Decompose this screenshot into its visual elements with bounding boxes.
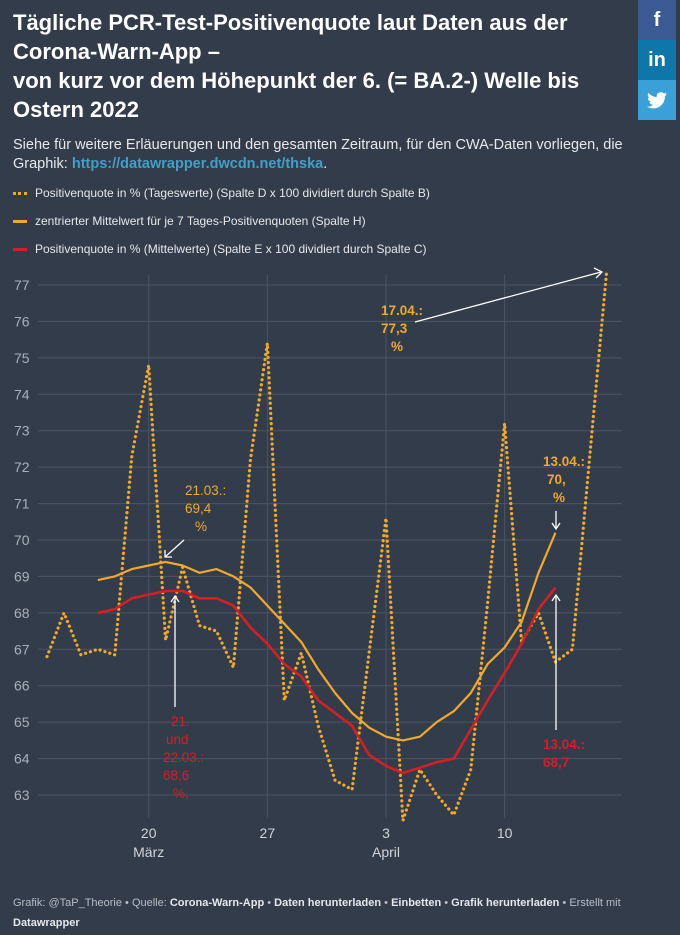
series-line-solid-yellow xyxy=(97,532,557,742)
annotation-text: %, xyxy=(173,786,189,801)
y-tick-label: 66 xyxy=(14,678,30,694)
chart-description: Siehe für weitere Erläuerungen und den g… xyxy=(13,136,653,174)
annotation-text: % xyxy=(553,490,566,505)
source-link[interactable]: Corona-Warn-App xyxy=(169,897,265,909)
annotation-text: 13.04.: xyxy=(543,737,586,752)
x-tick-label: 3 xyxy=(382,825,390,841)
linkedin-icon: in xyxy=(648,48,666,71)
legend-label: Positivenquote in % (Tageswerte) (Spalte… xyxy=(35,186,430,200)
embed-link[interactable]: Einbetten xyxy=(391,897,442,909)
yellow-line-swatch-icon xyxy=(13,219,27,223)
y-tick-label: 75 xyxy=(14,350,30,366)
facebook-share-button[interactable]: f xyxy=(638,0,676,40)
y-tick-label: 76 xyxy=(14,313,30,329)
description-suffix: . xyxy=(323,156,328,172)
y-tick-label: 69 xyxy=(14,568,30,584)
annotation-text: 68,6 xyxy=(163,768,190,783)
dotted-swatch-icon xyxy=(13,191,27,195)
annotation-arrow xyxy=(414,271,602,323)
annotation-text: 22.03.: xyxy=(163,750,205,765)
arrowhead-icon xyxy=(551,593,561,602)
series-line-dotted xyxy=(45,272,609,823)
y-tick-label: 73 xyxy=(14,423,30,439)
legend-item-mean: Positivenquote in % (Mittelwerte) (Spalt… xyxy=(13,242,427,256)
twitter-share-button[interactable] xyxy=(638,80,676,120)
annotation-21-22-03: 21. und 22.03.: 68,6 %, xyxy=(163,713,204,803)
annotation-text: 17.04.: xyxy=(381,303,424,318)
annotation-text: 21.03.: xyxy=(185,483,227,498)
legend-item-daily: Positivenquote in % (Tageswerte) (Spalte… xyxy=(13,186,430,200)
title-line: von kurz vor dem Höhepunkt der 6. (= BA.… xyxy=(13,68,580,93)
legend-label: zentrierter Mittelwert für je 7 Tages-Po… xyxy=(35,214,366,228)
facebook-icon: f xyxy=(653,8,661,31)
y-tick-label: 72 xyxy=(14,459,30,475)
y-tick-label: 68 xyxy=(14,605,30,621)
annotation-text: 70, xyxy=(547,472,566,487)
y-tick-label: 63 xyxy=(14,787,30,803)
y-tick-label: 74 xyxy=(14,386,30,402)
y-tick-label: 65 xyxy=(14,714,30,730)
legend-label: Positivenquote in % (Mittelwerte) (Spalt… xyxy=(35,242,427,256)
annotation-text: 69,4 xyxy=(185,501,212,516)
y-tick-label: 71 xyxy=(14,496,30,512)
arrowhead-icon xyxy=(170,594,180,603)
title-line: Corona-Warn-App – xyxy=(13,39,220,64)
annotation-text: % xyxy=(391,339,404,354)
created-with-text: • Erstellt mit xyxy=(559,897,621,909)
share-bar: f in xyxy=(638,0,676,120)
annotation-text: 13.04.: xyxy=(543,454,586,469)
twitter-icon xyxy=(647,91,667,108)
arrowhead-icon xyxy=(593,267,604,279)
annotation-arrow xyxy=(164,539,185,558)
chart-title: Tägliche PCR-Test-Positivenquote laut Da… xyxy=(13,8,623,124)
annotation-text: und xyxy=(166,732,189,747)
separator: • xyxy=(381,897,392,909)
separator: • xyxy=(264,897,275,909)
description-text: Siehe für weitere Erläuerungen und den g… xyxy=(13,137,623,172)
y-tick-label: 77 xyxy=(14,277,30,293)
footer: Grafik: @TaP_Theorie • Quelle: Corona-Wa… xyxy=(13,893,663,933)
x-month-label: April xyxy=(372,844,400,860)
x-tick-label: 27 xyxy=(260,825,276,841)
annotation-text: 77,3 xyxy=(381,321,408,336)
y-tick-label: 64 xyxy=(14,751,30,767)
linkedin-share-button[interactable]: in xyxy=(638,40,676,80)
y-tick-label: 67 xyxy=(14,641,30,657)
x-tick-label: 20 xyxy=(141,825,157,841)
source-link[interactable]: https://datawrapper.dwcdn.net/thska xyxy=(71,156,324,172)
arrowhead-icon xyxy=(551,522,561,531)
annotation-13-04-avg: 13.04.: 70, % xyxy=(543,453,585,507)
x-tick-label: 10 xyxy=(497,825,513,841)
separator: • xyxy=(441,897,452,909)
annotation-21-03: 21.03.: 69,4 % xyxy=(185,482,226,536)
download-data-link[interactable]: Daten herunterladen xyxy=(274,897,382,909)
red-line-swatch-icon xyxy=(13,247,27,251)
datawrapper-link[interactable]: Datawrapper xyxy=(13,917,80,929)
annotation-text: 68,7 xyxy=(543,755,570,770)
title-line: Ostern 2022 xyxy=(13,97,139,122)
y-tick-label: 70 xyxy=(14,532,30,548)
footer-credit: Grafik: @TaP_Theorie • Quelle: xyxy=(13,897,170,909)
arrowhead-icon xyxy=(164,550,172,558)
title-line: Tägliche PCR-Test-Positivenquote laut Da… xyxy=(13,10,568,35)
x-month-label: März xyxy=(133,844,164,860)
download-graphic-link[interactable]: Grafik herunterladen xyxy=(451,897,560,909)
annotation-text: 21. xyxy=(171,714,190,729)
series-line-solid-red xyxy=(97,586,557,775)
annotation-13-04-mean: 13.04.: 68,7 xyxy=(543,736,585,772)
legend-item-avg7: zentrierter Mittelwert für je 7 Tages-Po… xyxy=(13,214,366,228)
annotation-text: % xyxy=(195,519,208,534)
annotation-17-04: 17.04.: 77,3 % xyxy=(381,302,423,356)
